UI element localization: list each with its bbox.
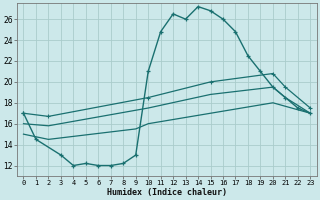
X-axis label: Humidex (Indice chaleur): Humidex (Indice chaleur) <box>107 188 227 197</box>
